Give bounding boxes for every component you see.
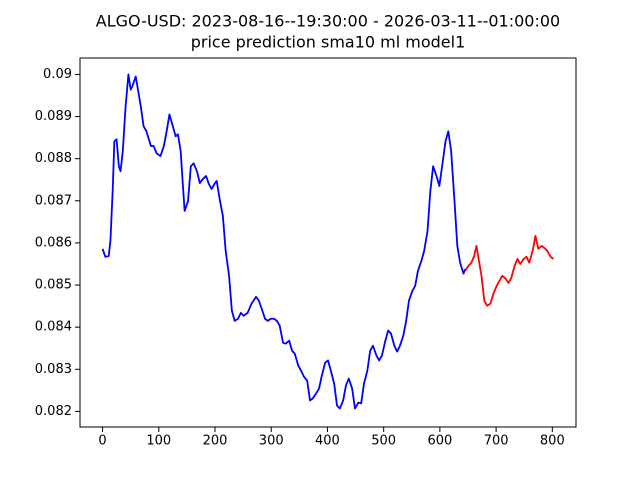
x-tick-label: 100 [146,434,171,449]
x-tick-label: 400 [315,434,340,449]
series-line [101,73,467,410]
y-tick-label: 0.088 [35,151,72,166]
chart-title: ALGO-USD: 2023-08-16--19:30:00 - 2026-03… [96,12,560,31]
x-tick-label: 200 [203,434,228,449]
y-tick-label: 0.083 [35,362,72,377]
y-tick-label: 0.087 [35,193,72,208]
chart-subtitle: price prediction sma10 ml model1 [191,33,466,52]
y-tick-label: 0.09 [43,67,72,82]
x-tick-label: 500 [371,434,396,449]
x-tick-label: 600 [427,434,452,449]
x-tick-label: 800 [540,434,565,449]
y-tick-label: 0.084 [35,320,72,335]
x-tick-label: 0 [98,434,106,449]
plot-frame [79,57,577,428]
series-line [464,234,554,307]
y-tick-label: 0.085 [35,278,72,293]
y-tick-label: 0.089 [35,109,72,124]
y-tick-label: 0.082 [35,404,72,419]
x-tick-label: 700 [484,434,509,449]
y-tick-label: 0.086 [35,235,72,250]
x-tick-label: 300 [259,434,284,449]
